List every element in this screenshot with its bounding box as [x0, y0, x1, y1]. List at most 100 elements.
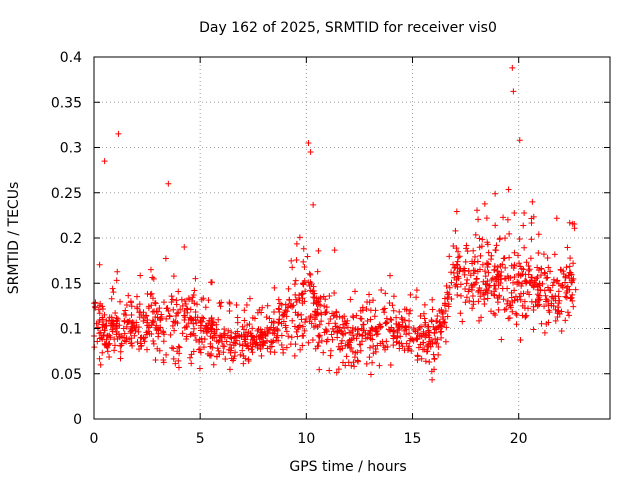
data-point — [387, 272, 394, 279]
data-point — [127, 340, 134, 347]
data-point — [566, 263, 573, 270]
data-point — [181, 297, 188, 304]
data-point — [413, 294, 420, 301]
data-point — [355, 358, 362, 365]
data-point — [566, 219, 573, 226]
data-point — [367, 316, 374, 323]
data-point — [406, 343, 413, 350]
data-point — [95, 306, 102, 313]
data-point — [154, 314, 161, 321]
data-point — [215, 347, 222, 354]
data-point — [510, 264, 517, 271]
data-point — [310, 287, 317, 294]
data-point — [366, 299, 373, 306]
data-point — [156, 305, 163, 312]
data-point — [470, 247, 477, 254]
data-point — [240, 326, 247, 333]
data-point — [545, 319, 552, 326]
data-point — [297, 346, 304, 353]
y-tick-label: 0 — [73, 412, 82, 428]
data-point — [315, 247, 322, 254]
data-point — [300, 258, 307, 265]
data-point — [234, 319, 241, 326]
data-point — [132, 327, 139, 334]
data-point — [421, 301, 428, 308]
data-point — [544, 274, 551, 281]
data-point — [258, 352, 265, 359]
data-point — [316, 366, 323, 373]
data-point — [306, 270, 313, 277]
data-point — [163, 315, 170, 322]
data-point — [396, 340, 403, 347]
data-point — [320, 349, 327, 356]
data-point — [454, 265, 461, 272]
data-point — [332, 320, 339, 327]
data-point — [308, 280, 315, 287]
data-point — [175, 343, 182, 350]
data-point — [564, 244, 571, 251]
y-tick-label: 0.15 — [51, 276, 82, 292]
data-point — [374, 342, 381, 349]
data-point — [293, 257, 300, 264]
data-point — [317, 302, 324, 309]
data-point — [296, 292, 303, 299]
data-point — [417, 341, 424, 348]
data-point — [323, 304, 330, 311]
data-point — [448, 269, 455, 276]
data-point — [454, 292, 461, 299]
x-tick-label: 15 — [404, 431, 422, 447]
data-point — [425, 332, 432, 339]
data-point — [194, 314, 201, 321]
data-point — [569, 297, 576, 304]
data-point — [521, 298, 528, 305]
data-point — [316, 332, 323, 339]
data-point — [389, 302, 396, 309]
x-tick-label: 5 — [196, 431, 205, 447]
data-point — [484, 264, 491, 271]
data-point — [275, 296, 282, 303]
data-point — [345, 341, 352, 348]
data-point — [523, 312, 530, 319]
data-point — [482, 268, 489, 275]
data-point — [326, 293, 333, 300]
data-point — [291, 352, 298, 359]
data-point — [466, 297, 473, 304]
data-point — [227, 347, 234, 354]
data-point — [497, 263, 504, 270]
data-point — [152, 356, 159, 363]
data-point — [552, 317, 559, 324]
data-point — [117, 298, 124, 305]
data-point — [154, 345, 161, 352]
data-point — [236, 341, 243, 348]
data-point — [131, 324, 138, 331]
y-tick-label: 0.2 — [60, 231, 82, 247]
data-point — [364, 317, 371, 324]
data-point — [454, 258, 461, 265]
data-point — [441, 302, 448, 309]
data-point — [320, 293, 327, 300]
data-point — [124, 318, 131, 325]
data-point — [327, 316, 334, 323]
data-point — [399, 343, 406, 350]
data-point — [501, 306, 508, 313]
data-point — [439, 314, 446, 321]
data-point — [134, 338, 141, 345]
data-point — [455, 254, 462, 261]
data-point — [480, 278, 487, 285]
data-point — [96, 316, 103, 323]
data-point — [255, 333, 262, 340]
data-point — [526, 291, 533, 298]
data-point — [425, 341, 432, 348]
data-point — [128, 311, 135, 318]
data-point — [160, 357, 167, 364]
data-point — [406, 337, 413, 344]
data-point — [257, 346, 264, 353]
data-point — [314, 343, 321, 350]
data-point — [560, 271, 567, 278]
data-point — [367, 344, 374, 351]
data-point — [172, 313, 179, 320]
data-point — [197, 349, 204, 356]
data-point — [152, 300, 159, 307]
data-point — [340, 321, 347, 328]
data-point — [199, 318, 206, 325]
